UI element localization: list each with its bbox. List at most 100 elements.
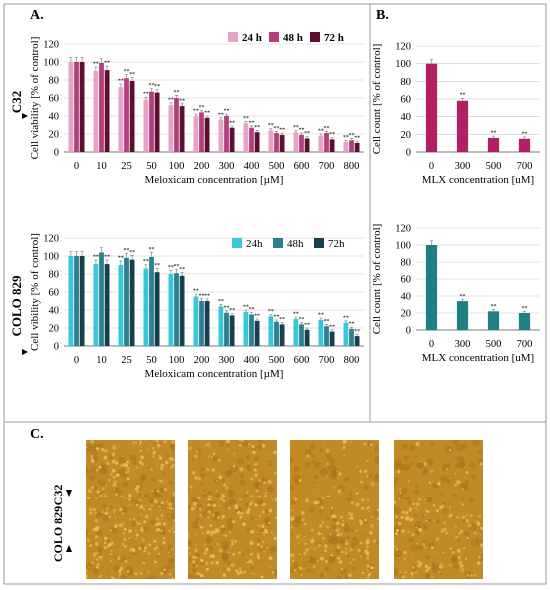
y-tick-label: 100 <box>43 252 59 263</box>
micro-row-arrow-colo829 <box>66 545 72 552</box>
significance-marker: ** <box>179 267 185 273</box>
significance-marker: ** <box>349 322 355 328</box>
x-tick-label: 50 <box>146 161 157 172</box>
bar <box>218 306 224 346</box>
bar <box>149 91 154 152</box>
significance-marker: ** <box>243 116 249 122</box>
x-tick-label: 300 <box>455 339 471 350</box>
bar <box>179 106 185 152</box>
bar <box>343 142 349 152</box>
legend-swatch <box>314 238 324 248</box>
significance-marker: ** <box>268 123 274 129</box>
bar <box>218 119 224 152</box>
x-tick-label: 0 <box>429 339 434 350</box>
x-tick-label: 500 <box>269 355 285 366</box>
y-tick-label: 120 <box>395 42 411 53</box>
chart-colo829-cell-count: 0 20 40 60 80 100 120 Cell count [% of control]… <box>371 224 540 364</box>
significance-marker: ** <box>243 305 249 311</box>
significance-marker: ** <box>491 131 497 137</box>
significance-marker: ** <box>304 323 310 329</box>
y-axis-label: Cell viability [% of control] <box>29 37 41 160</box>
legend-label: 48h <box>287 238 304 250</box>
bar <box>193 296 199 346</box>
x-tick-label: 500 <box>486 161 502 172</box>
significance-marker: ** <box>354 329 360 335</box>
significance-marker: ** <box>118 78 124 84</box>
y-tick-label: 40 <box>49 306 60 317</box>
significance-marker: ** <box>154 84 160 90</box>
bar <box>224 312 229 346</box>
x-tick-label: 700 <box>319 355 335 366</box>
significance-marker: ** <box>293 312 299 318</box>
bar <box>354 336 360 346</box>
bar <box>199 301 204 346</box>
bar <box>199 112 204 152</box>
bar <box>118 87 124 152</box>
bar <box>456 301 469 330</box>
y-tick-label: 80 <box>49 270 60 281</box>
y-axis-label: Cell vibility [% of control] <box>29 233 41 351</box>
y-tick-label: 60 <box>49 94 60 105</box>
x-axis-label: Meloxicam concentration [µM] <box>145 368 284 380</box>
x-tick-label: 300 <box>219 161 235 172</box>
panel-a-label: A. <box>30 8 44 23</box>
bar <box>425 245 438 330</box>
bar <box>154 272 160 346</box>
legend-swatch <box>273 238 283 248</box>
significance-marker: ** <box>460 93 466 99</box>
significance-marker: ** <box>254 314 260 320</box>
micrograph-colo829-mlx500 <box>290 497 379 579</box>
bar <box>254 132 260 152</box>
bar <box>79 62 85 152</box>
significance-marker: ** <box>329 324 335 330</box>
bar <box>93 264 99 346</box>
bar <box>229 315 235 346</box>
significance-marker: ** <box>354 136 360 142</box>
y-tick-label: 0 <box>406 148 411 159</box>
significance-marker: ** <box>149 83 155 89</box>
x-tick-label: 10 <box>96 161 107 172</box>
row-arrow-c32 <box>22 113 28 119</box>
micro-row-label-c32: C32 <box>51 485 65 506</box>
x-tick-label: 25 <box>121 161 132 172</box>
significance-marker: ** <box>218 299 224 305</box>
x-tick-label: 600 <box>294 355 310 366</box>
significance-marker: ** <box>229 308 235 314</box>
chart-c32-cell-count: 0 20 40 60 80 100 120 Cell count [% of control]… <box>371 42 540 186</box>
significance-marker: ** <box>149 247 155 253</box>
bar <box>299 134 304 152</box>
significance-marker: ** <box>329 132 335 138</box>
y-tick-label: 60 <box>49 288 60 299</box>
significance-marker: ** <box>299 128 305 134</box>
x-tick-label: 0 <box>429 161 434 172</box>
y-tick-label: 80 <box>401 258 412 269</box>
bar <box>487 311 500 330</box>
y-tick-label: 40 <box>401 292 412 303</box>
bar <box>124 257 129 346</box>
bar <box>293 132 299 152</box>
significance-marker: ** <box>143 259 149 265</box>
x-axis-label: Meloxicam concentration [µM] <box>145 174 284 186</box>
bar <box>249 127 254 152</box>
x-axis-label: MLX concentration [uM] <box>422 352 534 364</box>
bar <box>329 331 335 346</box>
significance-marker: ** <box>343 315 349 321</box>
bar <box>456 100 469 152</box>
legend-label: 24h <box>246 238 263 250</box>
legend-label: 72 h <box>324 32 344 44</box>
legend-swatch <box>269 32 279 42</box>
significance-marker: ** <box>299 317 305 323</box>
legend-label: 24 h <box>242 32 262 44</box>
significance-marker: ** <box>491 304 497 310</box>
panel-b-label: B. <box>376 8 389 23</box>
significance-marker: ** <box>318 313 324 319</box>
significance-marker: ** <box>193 109 199 115</box>
bar <box>254 320 260 346</box>
significance-marker: ** <box>154 263 160 269</box>
x-tick-label: 50 <box>146 355 157 366</box>
bar <box>487 137 500 152</box>
significance-marker: ** <box>204 293 210 299</box>
bar <box>274 133 279 152</box>
row-label-colo829: COLO 829 <box>9 275 24 337</box>
x-tick-label: 300 <box>455 161 471 172</box>
